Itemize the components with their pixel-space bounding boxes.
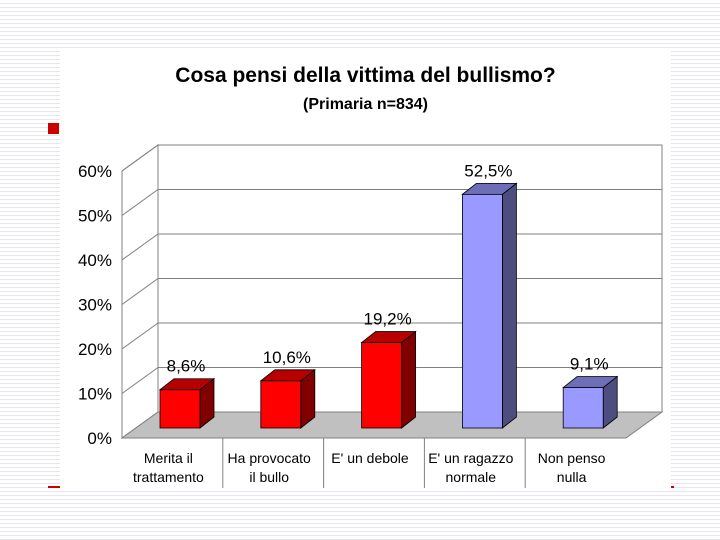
y-tick-label: 50% [78,207,112,226]
x-tick-label: Merita il [144,450,193,466]
bar [259,369,316,429]
x-tick-label: E' un debole [331,450,409,466]
data-label: 52,5% [464,161,512,180]
slide-bullet [48,123,59,134]
bar [461,182,518,429]
bar [158,377,216,429]
x-tick-label: trattamento [133,469,204,485]
bar-front [461,193,503,429]
x-tick-label: nulla [557,469,587,485]
bar [562,375,619,429]
x-tick-label: Ha provocato [228,450,311,466]
y-tick-label: 10% [78,385,112,404]
data-label: 8,6% [167,357,206,376]
bar-chart: 0% 10% 20% 30% 40% 50% 60% 8,6% Merita il trattam… [78,144,664,488]
chart-title: Cosa pensi della vittima del bullismo? [175,64,556,87]
gridline [121,144,662,172]
bar-side [401,330,417,429]
x-tick-label: Non penso [538,450,606,466]
y-tick-label: 0% [87,429,112,448]
data-label: 10,6% [263,348,311,367]
x-tick-label: E' un ragazzo [428,450,513,466]
bar [360,330,417,429]
data-label: 9,1% [570,355,609,374]
bar-front [361,342,403,429]
x-tick-label: normale [446,469,497,485]
data-label: 19,2% [363,310,411,329]
chart-subtitle: (Primaria n=834) [303,96,428,113]
bar-front [260,380,302,429]
x-tick-label: il bullo [249,469,289,485]
y-tick-label: 30% [78,296,112,315]
y-tick-label: 60% [78,162,112,181]
y-tick-label: 20% [78,340,112,359]
bar-front [562,387,604,429]
bar-side [501,182,517,429]
chart-panel: Cosa pensi della vittima del bullismo? (… [60,48,671,488]
y-tick-label: 40% [78,251,112,270]
bar-front [159,389,201,429]
